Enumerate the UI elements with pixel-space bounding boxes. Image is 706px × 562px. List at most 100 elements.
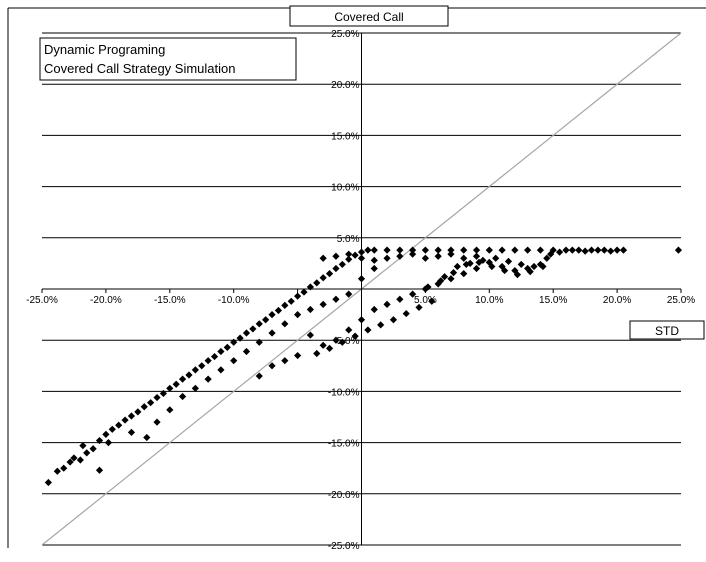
data-point bbox=[600, 246, 608, 254]
data-point bbox=[674, 246, 683, 254]
y-tick-label: 5.0% bbox=[337, 234, 360, 245]
data-point bbox=[66, 458, 74, 466]
data-point bbox=[472, 264, 481, 273]
data-point bbox=[370, 264, 378, 273]
data-point bbox=[104, 439, 113, 447]
data-point bbox=[447, 275, 455, 283]
data-point bbox=[274, 306, 283, 315]
data-point bbox=[281, 301, 289, 309]
x-tick-label: 20.0% bbox=[603, 295, 631, 306]
x-axis-label: STD bbox=[655, 324, 679, 338]
data-point bbox=[319, 341, 327, 349]
x-tick-label: 5.0% bbox=[414, 295, 437, 306]
data-point bbox=[338, 338, 346, 346]
data-point bbox=[178, 392, 187, 401]
data-point bbox=[619, 246, 628, 254]
data-point bbox=[357, 275, 366, 283]
data-point bbox=[453, 262, 461, 271]
data-point bbox=[300, 288, 308, 296]
data-point bbox=[345, 255, 353, 263]
data-point bbox=[313, 349, 321, 358]
data-point bbox=[281, 357, 289, 365]
data-point bbox=[396, 246, 404, 254]
data-point bbox=[370, 305, 378, 314]
data-point bbox=[262, 316, 270, 324]
data-point bbox=[575, 246, 583, 254]
data-point bbox=[76, 456, 84, 464]
data-point bbox=[319, 274, 327, 282]
data-point bbox=[475, 258, 483, 266]
data-point bbox=[364, 326, 372, 334]
data-point bbox=[357, 254, 366, 262]
data-point bbox=[547, 250, 555, 258]
data-point bbox=[95, 436, 104, 445]
data-point bbox=[377, 321, 385, 329]
data-points bbox=[44, 246, 683, 487]
data-point bbox=[488, 262, 496, 271]
data-point bbox=[332, 252, 340, 260]
x-tick-label: -10.0% bbox=[218, 295, 250, 306]
data-point bbox=[89, 445, 97, 453]
data-point bbox=[242, 329, 251, 337]
data-point bbox=[127, 412, 136, 420]
data-point bbox=[587, 246, 596, 254]
data-point bbox=[472, 246, 481, 254]
data-point bbox=[185, 371, 193, 379]
data-point bbox=[332, 336, 340, 344]
data-point bbox=[236, 334, 244, 342]
data-point bbox=[345, 290, 353, 298]
data-point bbox=[147, 399, 155, 407]
x-tick-label: -25.0% bbox=[26, 295, 58, 306]
data-point bbox=[530, 262, 538, 271]
data-point bbox=[268, 329, 276, 337]
data-point bbox=[115, 421, 123, 429]
data-point bbox=[153, 393, 161, 402]
data-point bbox=[549, 246, 557, 254]
data-point bbox=[159, 389, 168, 398]
data-point bbox=[511, 266, 519, 275]
data-point bbox=[79, 442, 87, 450]
data-point bbox=[415, 303, 423, 312]
data-point bbox=[44, 478, 52, 487]
data-point bbox=[524, 264, 532, 273]
y-tick-label: 10.0% bbox=[331, 183, 359, 194]
data-point bbox=[504, 257, 513, 265]
data-point bbox=[338, 260, 346, 269]
y-tick-label: -10.0% bbox=[328, 387, 360, 398]
y-tick-label: -15.0% bbox=[328, 439, 360, 450]
chart-title: Covered Call bbox=[334, 10, 403, 24]
data-point bbox=[498, 246, 506, 254]
data-point bbox=[434, 252, 442, 260]
data-point bbox=[223, 343, 231, 351]
data-point bbox=[402, 309, 410, 318]
data-point bbox=[492, 254, 500, 262]
data-point bbox=[428, 297, 436, 305]
data-point bbox=[268, 311, 276, 319]
y-tick-label: -20.0% bbox=[328, 490, 360, 501]
x-axis-label-box bbox=[629, 320, 705, 340]
data-point bbox=[127, 428, 136, 436]
data-point bbox=[536, 260, 545, 269]
x-tick-label: -15.0% bbox=[154, 295, 186, 306]
data-point bbox=[191, 366, 199, 374]
data-point bbox=[325, 270, 334, 278]
data-point bbox=[594, 246, 602, 254]
data-point bbox=[306, 283, 314, 291]
data-point bbox=[498, 262, 506, 271]
data-point bbox=[485, 258, 493, 266]
data-point bbox=[555, 248, 564, 256]
data-point bbox=[437, 277, 445, 285]
data-point bbox=[306, 331, 314, 339]
x-tick-label: 15.0% bbox=[539, 295, 567, 306]
legend-line-1: Dynamic Programing bbox=[44, 42, 165, 57]
data-point bbox=[102, 430, 110, 439]
data-point bbox=[255, 372, 263, 380]
data-point bbox=[513, 271, 522, 279]
data-point bbox=[140, 403, 148, 411]
data-point bbox=[389, 316, 398, 324]
data-point bbox=[447, 250, 455, 258]
data-point bbox=[351, 251, 359, 259]
data-point bbox=[524, 246, 532, 254]
data-point bbox=[108, 425, 116, 433]
data-point bbox=[409, 246, 417, 254]
